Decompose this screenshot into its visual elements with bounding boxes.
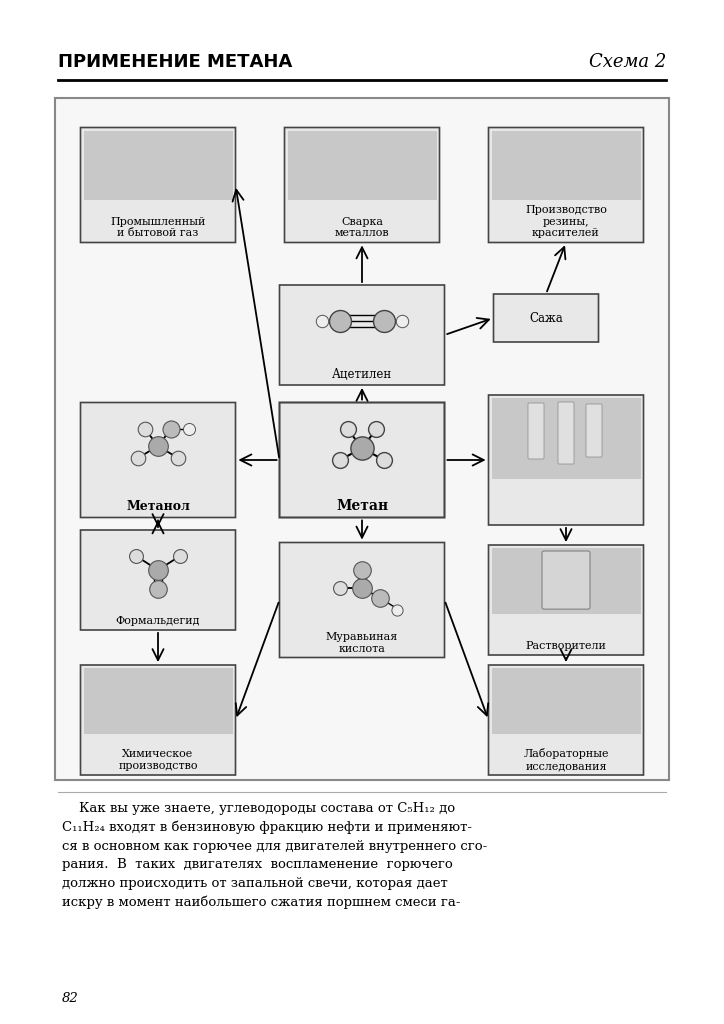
- FancyBboxPatch shape: [279, 285, 445, 385]
- Point: [152, 562, 164, 579]
- FancyBboxPatch shape: [279, 402, 445, 517]
- FancyBboxPatch shape: [489, 128, 644, 243]
- FancyBboxPatch shape: [489, 545, 644, 655]
- Point: [130, 548, 142, 564]
- FancyBboxPatch shape: [80, 665, 235, 775]
- Point: [172, 450, 184, 466]
- Point: [334, 312, 346, 329]
- FancyBboxPatch shape: [492, 548, 641, 614]
- Text: Промышленный
и бытовой газ: Промышленный и бытовой газ: [110, 217, 206, 239]
- Text: Схема 2: Схема 2: [589, 53, 666, 71]
- Text: Метанол: Метанол: [126, 501, 190, 513]
- FancyBboxPatch shape: [80, 128, 235, 243]
- FancyBboxPatch shape: [492, 668, 641, 734]
- Text: Как вы уже знаете, углеводороды состава от C₅H₁₂ до
C₁₁H₂₄ входят в бензиновую ф: Как вы уже знаете, углеводороды состава …: [62, 802, 487, 909]
- FancyBboxPatch shape: [287, 130, 437, 200]
- FancyBboxPatch shape: [492, 398, 641, 478]
- Text: Производство
резины,
красителей: Производство резины, красителей: [525, 205, 607, 239]
- Point: [174, 548, 186, 564]
- Point: [183, 421, 195, 437]
- Text: Формальдегид: Формальдегид: [116, 616, 201, 626]
- Point: [316, 312, 328, 329]
- Point: [152, 438, 164, 455]
- FancyBboxPatch shape: [83, 668, 232, 734]
- Point: [391, 602, 403, 618]
- Text: Растворители: Растворители: [526, 641, 607, 651]
- FancyBboxPatch shape: [80, 402, 235, 517]
- Text: Ацетилен: Ацетилен: [332, 368, 392, 381]
- Point: [165, 421, 177, 437]
- FancyBboxPatch shape: [83, 130, 232, 200]
- FancyBboxPatch shape: [80, 530, 235, 630]
- Point: [356, 440, 368, 457]
- Point: [356, 580, 368, 596]
- FancyBboxPatch shape: [586, 404, 602, 457]
- Text: Муравьиная
кислота: Муравьиная кислота: [326, 632, 398, 653]
- FancyBboxPatch shape: [494, 294, 599, 342]
- Point: [334, 452, 346, 468]
- Point: [378, 452, 390, 468]
- FancyBboxPatch shape: [279, 543, 445, 657]
- FancyBboxPatch shape: [558, 402, 574, 464]
- Text: ПРИМЕНЕНИЕ МЕТАНА: ПРИМЕНЕНИЕ МЕТАНА: [58, 53, 292, 71]
- Text: Химическое
производство: Химическое производство: [118, 750, 198, 771]
- Text: Лабораторные
исследования: Лабораторные исследования: [523, 749, 609, 771]
- Point: [396, 312, 408, 329]
- FancyBboxPatch shape: [492, 130, 641, 200]
- Point: [334, 580, 346, 596]
- Text: Метан: Метан: [336, 500, 388, 513]
- Point: [132, 450, 144, 466]
- FancyBboxPatch shape: [528, 403, 544, 459]
- FancyBboxPatch shape: [489, 395, 644, 525]
- Point: [371, 421, 382, 437]
- Text: 82: 82: [62, 992, 79, 1005]
- FancyBboxPatch shape: [55, 98, 669, 780]
- Point: [378, 312, 390, 329]
- Point: [374, 590, 386, 606]
- Point: [139, 421, 151, 437]
- FancyBboxPatch shape: [542, 551, 590, 609]
- Point: [152, 581, 164, 597]
- FancyBboxPatch shape: [489, 665, 644, 775]
- Point: [342, 421, 353, 437]
- Point: [356, 562, 368, 579]
- Text: Сварка
металлов: Сварка металлов: [334, 217, 390, 239]
- Text: Сажа: Сажа: [529, 311, 563, 325]
- FancyBboxPatch shape: [285, 128, 439, 243]
